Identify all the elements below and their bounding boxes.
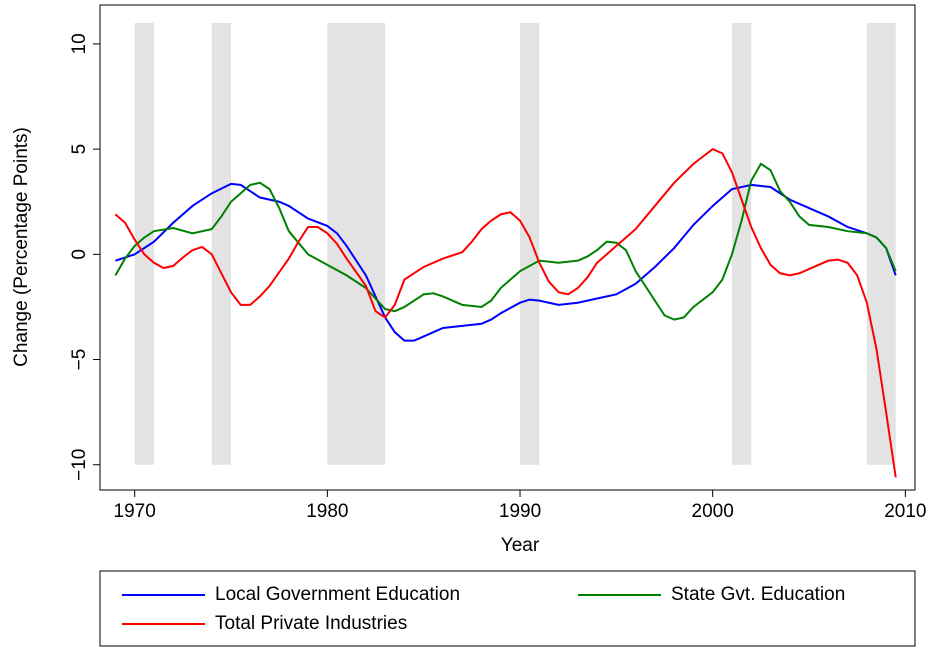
x-tick-label: 1990 [499,501,541,522]
x-axis-title: Year [501,535,540,556]
legend-label: State Gvt. Education [671,584,845,605]
legend-label: Total Private Industries [215,613,407,634]
series-line [114,162,897,321]
legend-box [99,570,916,647]
x-tick-label: 1980 [306,501,348,522]
y-axis-title: Change (Percentage Points) [11,127,32,367]
x-tick-label: 1970 [114,501,156,522]
shaded-period [211,22,232,465]
series-line [114,147,897,478]
y-tick-label: 0 [69,249,90,260]
y-tick-label: 10 [69,33,90,54]
y-tick-label: 5 [69,144,90,155]
y-tick-label: −10 [69,449,90,481]
legend-label: Local Government Education [215,584,460,605]
series-line [115,182,897,342]
x-tick-label: 2000 [692,501,734,522]
plot-frame [99,4,916,491]
shaded-period [731,22,752,465]
shaded-period [134,22,154,465]
y-tick-label: −5 [69,349,90,371]
shaded-period [520,22,540,465]
x-tick-label: 2010 [884,501,926,522]
